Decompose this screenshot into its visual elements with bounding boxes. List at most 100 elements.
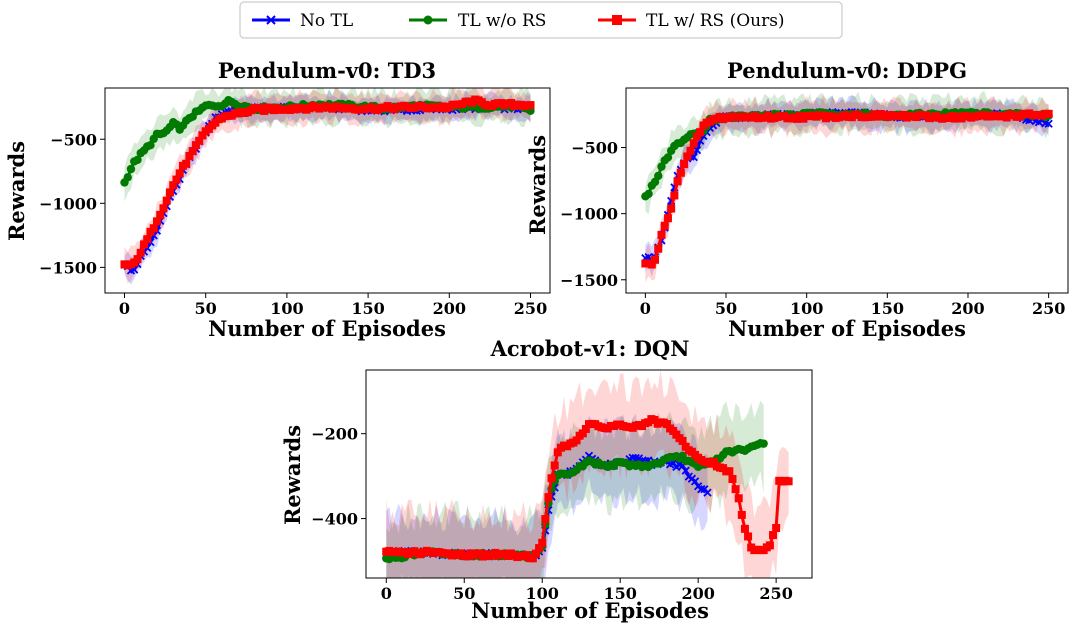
data-point: [676, 168, 685, 177]
data-point: [765, 541, 774, 550]
confidence-band-1: [386, 400, 764, 578]
data-point: [737, 510, 746, 519]
x-tick-label: 250: [759, 584, 792, 603]
axes-frame: [365, 369, 813, 579]
data-point: [182, 159, 191, 168]
data-point: [165, 188, 174, 197]
chart-acrobot-dqn: Acrobot-v1: DQN Rewards Number of Episod…: [280, 336, 813, 623]
y-tick-label: −1000: [560, 205, 618, 224]
data-point: [689, 139, 698, 148]
x-tick-label: 200: [681, 584, 714, 603]
data-point: [647, 260, 656, 269]
x-tick-label: 50: [195, 299, 217, 318]
data-point: [541, 515, 550, 524]
y-axis-label: Rewards: [280, 425, 305, 525]
y-tick-label: −1000: [39, 194, 97, 213]
data-point: [662, 420, 671, 429]
series-layer: [641, 90, 1053, 283]
x-tick-label: 250: [1032, 299, 1065, 318]
y-tick-label: −400: [311, 510, 358, 529]
y-tick-label: −1500: [39, 258, 97, 277]
series-markers-2: [120, 95, 535, 270]
data-point: [578, 429, 587, 438]
data-point: [198, 131, 207, 140]
data-point: [689, 153, 698, 162]
x-tick-label: 250: [514, 299, 547, 318]
data-point: [572, 436, 581, 445]
data-point: [126, 164, 136, 174]
data-point: [731, 485, 740, 494]
data-point: [657, 162, 666, 171]
legend-entry-tl-wo-rs: TL w/o RS: [409, 11, 546, 31]
data-point: [678, 436, 687, 445]
x-tick-label: 0: [381, 584, 392, 603]
data-point: [734, 494, 743, 503]
data-point: [690, 477, 700, 486]
data-point: [681, 466, 690, 475]
data-point: [172, 175, 181, 184]
data-point: [544, 493, 553, 502]
chart-title: Acrobot-v1: DQN: [490, 336, 690, 361]
data-point: [663, 214, 672, 223]
data-point: [744, 532, 753, 541]
data-point: [759, 439, 768, 448]
data-point: [528, 554, 537, 563]
y-axis-label: Rewards: [525, 135, 550, 235]
plot-area: 0 50 100 150 200 250 −400 −200: [311, 369, 813, 603]
data-point: [654, 244, 663, 253]
x-tick-label: 150: [603, 584, 636, 603]
y-tick-label: −500: [571, 139, 618, 158]
legend-entry-tl-w-rs: TL w/ RS (Ours): [598, 11, 785, 31]
x-axis-label: Number of Episodes: [471, 598, 709, 623]
data-point: [538, 538, 547, 547]
legend-frame: [239, 1, 843, 39]
data-point: [149, 224, 158, 233]
data-point: [152, 217, 161, 226]
data-point: [663, 153, 673, 162]
data-point: [660, 221, 669, 230]
legend-marker-circle-icon: [423, 15, 433, 25]
y-tick-label: −200: [311, 425, 358, 444]
x-tick-label: 150: [871, 299, 904, 318]
y-tick-label: −500: [50, 130, 97, 149]
data-point: [143, 235, 152, 244]
data-point: [531, 549, 540, 558]
x-tick-label: 50: [715, 299, 737, 318]
data-point: [709, 457, 718, 466]
series-markers-2: [382, 415, 793, 563]
legend-label-no-tl: No TL: [300, 11, 353, 31]
data-point: [683, 152, 692, 161]
data-point: [772, 524, 781, 533]
data-point: [169, 181, 178, 190]
chart-title: Pendulum-v0: TD3: [218, 58, 436, 83]
x-tick-label: 50: [453, 584, 475, 603]
confidence-band-2: [386, 370, 789, 578]
chart-pendulum-ddpg: Pendulum-v0: DDPG Rewards Number of Epis…: [525, 58, 1069, 341]
data-point: [769, 531, 778, 540]
x-tick-label: 0: [640, 299, 651, 318]
data-point: [697, 485, 706, 494]
x-tick-label: 100: [790, 299, 823, 318]
data-point: [696, 128, 705, 137]
data-point: [133, 255, 142, 264]
legend-marker-square-icon: [612, 15, 622, 25]
axes-frame: [625, 87, 1069, 294]
data-point: [657, 230, 666, 239]
data-point: [188, 147, 197, 156]
x-tick-label: 200: [951, 299, 984, 318]
chart-pendulum-td3: Pendulum-v0: TD3 Rewards Number of Episo…: [4, 58, 551, 341]
data-point: [195, 136, 204, 145]
legend: No TL TL w/o RS TL w/ RS (Ours): [239, 1, 843, 39]
data-point: [728, 474, 737, 483]
plot-area: 0 50 100 150 200 250 −1500 −1000 −500: [560, 87, 1069, 318]
series-layer: [120, 88, 535, 285]
data-point: [550, 461, 559, 470]
x-tick-label: 150: [351, 299, 384, 318]
legend-marker-x-icon: [266, 15, 276, 25]
data-point: [526, 101, 535, 110]
data-point: [692, 145, 702, 155]
plot-area: 0 50 100 150 200 250 −1500 −1000 −500: [39, 87, 551, 318]
data-point: [667, 204, 676, 213]
x-tick-label: 200: [433, 299, 466, 318]
